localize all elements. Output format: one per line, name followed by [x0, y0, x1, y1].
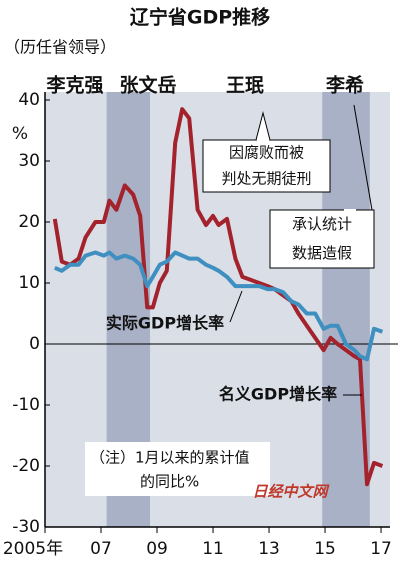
x-tick-label: 2005年 — [3, 539, 63, 559]
x-tick-label: 07 — [90, 539, 112, 559]
y-tick-label: 0 — [29, 334, 40, 354]
y-tick-label: -20 — [12, 456, 40, 476]
x-tick-label: 17 — [370, 539, 392, 559]
series-line — [54, 250, 384, 362]
annotation-box — [269, 209, 375, 269]
y-unit: % — [12, 124, 28, 144]
annotation-text: 数据造假 — [292, 244, 352, 262]
x-tick-label: 13 — [258, 539, 280, 559]
leader-name: 李希 — [325, 74, 364, 97]
annotation-box — [202, 139, 331, 193]
y-tick-label: -10 — [12, 395, 40, 415]
leader-line — [229, 290, 243, 323]
annotation-text: 判处无期徒刑 — [221, 170, 311, 188]
x-tick-label: 15 — [314, 539, 336, 559]
subtitle: （历任省领导） — [4, 38, 116, 57]
annotation-text: 因腐败而被 — [229, 144, 304, 162]
y-tick-label: 20 — [18, 212, 40, 232]
source-logo: 日经中文网 — [252, 483, 330, 501]
legend-label: 名义GDP增长率 — [219, 385, 337, 404]
annotation-pointer-line — [353, 104, 373, 211]
y-tick-label: -30 — [12, 517, 40, 537]
leader-name: 张文岳 — [119, 74, 176, 97]
y-tick-label: 40 — [18, 90, 40, 110]
y-tick-label: 10 — [18, 273, 40, 293]
chart-title: 辽宁省GDP推移 — [130, 6, 270, 29]
legend-label: 实际GDP增长率 — [106, 314, 224, 333]
leader-name: 王珉 — [226, 75, 264, 97]
x-tick-label: 09 — [146, 539, 168, 559]
x-tick-label: 11 — [202, 539, 224, 559]
footnote: （注）1月以来的累计值 — [90, 449, 250, 467]
annotation-text: 承认统计 — [292, 215, 352, 233]
footnote: 的同比% — [140, 473, 199, 491]
annotation-pointer — [255, 111, 271, 141]
y-tick-label: 30 — [18, 151, 40, 171]
series-line — [52, 107, 384, 487]
footnote-box — [85, 442, 270, 496]
leader-name: 李克强 — [45, 74, 103, 97]
